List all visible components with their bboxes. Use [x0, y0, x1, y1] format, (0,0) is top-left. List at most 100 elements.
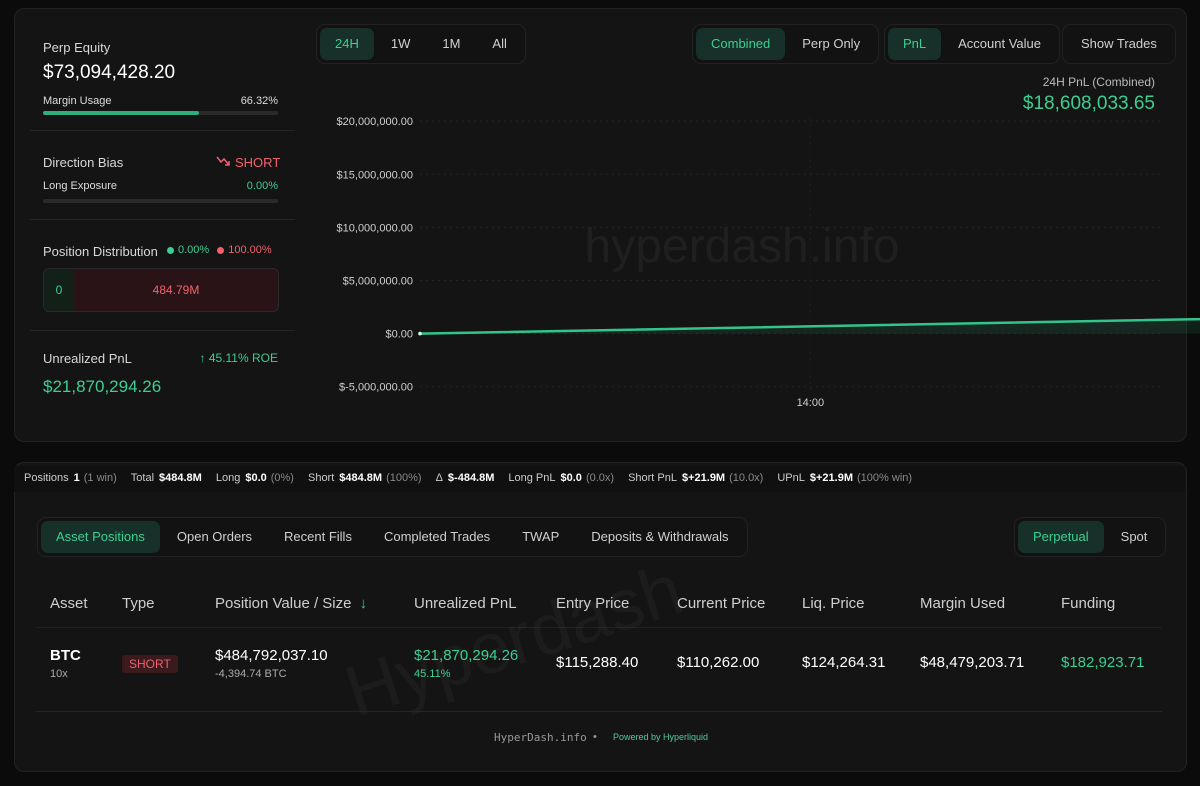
toggle-button[interactable]: Asset Positions: [41, 521, 160, 553]
vertex-dot: [418, 331, 422, 336]
toggle-button[interactable]: Perp Only: [802, 36, 861, 51]
margin-fill: [43, 111, 199, 115]
stat: UPnL $+21.9M (100% win): [777, 472, 912, 484]
x-tick-label: 14:00: [797, 397, 825, 409]
stat-label: Positions: [24, 472, 69, 484]
cell-text: $484,792,037.10: [215, 647, 328, 664]
cell-sub: 45.11%: [414, 668, 451, 680]
stat-value: $0.0: [245, 472, 267, 484]
roe: ↑ 45.11% ROE: [199, 351, 279, 365]
stat-note: (10.0x): [729, 472, 764, 484]
cell-text: SHORT: [122, 655, 178, 673]
toggle-button[interactable]: 1M: [442, 36, 461, 51]
column-header: Liq. Price: [802, 595, 865, 612]
upnl: $21,870,294.26: [43, 377, 162, 396]
stat-value: 1: [73, 472, 80, 484]
long-segment: 0: [44, 269, 74, 311]
stat-value: $+21.9M: [681, 472, 726, 484]
toggle-button[interactable]: Completed Trades: [383, 529, 491, 544]
margin-value: 66.32%: [240, 95, 278, 107]
market-group: Perpetual Spot: [1014, 517, 1167, 557]
direction: SHORT: [235, 155, 281, 170]
cell-sub: 10x: [50, 668, 68, 680]
chart-title: 24H PnL (Combined): [1042, 75, 1155, 89]
toggle-button[interactable]: TWAP: [522, 529, 560, 544]
y-tick-label: $5,000,000.00: [343, 275, 413, 287]
show-trades-button[interactable]: Show Trades: [1081, 36, 1157, 51]
toggle-button[interactable]: 1W: [390, 36, 411, 51]
stat-value: $+21.9M: [809, 472, 854, 484]
toggle-button[interactable]: 24H: [320, 28, 374, 60]
stat-label: Long PnL: [508, 472, 556, 484]
column-header: Asset: [50, 595, 88, 612]
stat-value: $484.8M: [339, 472, 383, 484]
column-header: Entry Price: [556, 595, 630, 612]
toggle-button[interactable]: Combined: [696, 28, 786, 60]
toggle-button[interactable]: Deposits & Withdrawals: [591, 529, 729, 544]
footer-site: HyperDash.info: [494, 731, 587, 744]
toggle-button[interactable]: Recent Fills: [284, 529, 352, 544]
upnl-label: Unrealized PnL: [43, 351, 132, 366]
long-exposure-track: [43, 199, 278, 203]
bottom-panel: [14, 462, 1187, 772]
tab-group: Asset Positions Open Orders Recent Fills Co…: [37, 517, 748, 557]
y-tick-label: $20,000,000.00: [337, 116, 413, 128]
column-header: Unrealized PnL: [414, 595, 517, 612]
separator: [30, 219, 295, 220]
column-header: Position Value / Size ↓: [215, 595, 367, 612]
stat-note: (0.0x): [585, 472, 615, 484]
stat-note: (100%): [386, 472, 422, 484]
distribution-legend: 0.00% 100.00%: [167, 244, 272, 256]
top-panel: [14, 8, 1187, 442]
stat: Short $484.8M (100%): [308, 472, 422, 484]
stats-bar: Positions 1 (1 win) Total $484.8M Long $0.0 (0%…: [24, 472, 912, 484]
column-header: Funding: [1061, 595, 1116, 612]
toggle-button[interactable]: Account Value: [958, 36, 1042, 51]
stat-label: Short: [307, 472, 335, 484]
margin-label: Margin Usage: [43, 95, 112, 107]
stat-value: $0.0: [560, 472, 582, 484]
separator: [30, 130, 295, 131]
toggle-button[interactable]: PnL: [888, 28, 942, 60]
stat-label: UPnL: [777, 472, 805, 484]
stat: Short PnL $+21.9M (10.0x): [628, 472, 763, 484]
cell-text: $182,923.71: [1061, 654, 1145, 671]
show-trades-group: Show Trades: [1062, 24, 1176, 64]
cell-text: $48,479,203.71: [920, 654, 1025, 671]
stats-bar-bg: [14, 466, 1185, 492]
stat-label: Short PnL: [628, 472, 677, 484]
chart-headline: $18,608,033.65: [1022, 93, 1155, 114]
long-pct: 0.00%: [178, 244, 210, 256]
distribution-bar: 0 484.79M: [43, 268, 279, 312]
separator: [30, 330, 295, 331]
trend-down-icon: [216, 156, 230, 166]
margin-track: [43, 111, 278, 115]
column-header: Type: [122, 595, 155, 612]
long-exposure-value: 0.00%: [246, 180, 278, 192]
direction-label: Direction Bias: [43, 155, 124, 170]
short-pct: 100.00%: [228, 244, 272, 256]
cell-text: $124,264.31: [802, 654, 886, 671]
stat-label: Total: [130, 472, 155, 484]
separator: [36, 711, 1162, 712]
y-tick-label: $10,000,000.00: [337, 222, 413, 234]
toggle-button[interactable]: All: [492, 36, 507, 51]
short-segment: 484.79M: [74, 269, 278, 311]
cell-text: $110,262.00: [677, 654, 760, 671]
footer-dot: •: [593, 731, 597, 743]
equity-label: Perp Equity: [43, 40, 111, 55]
stat-note: (1 win): [83, 472, 117, 484]
distribution-label: Position Distribution: [43, 244, 158, 259]
toggle-button[interactable]: Open Orders: [176, 529, 253, 544]
toggle-button[interactable]: Perpetual: [1018, 521, 1104, 553]
stat: Long PnL $0.0 (0.0x): [508, 472, 614, 484]
stat: Total $484.8M: [131, 472, 202, 484]
column-header: Current Price: [677, 595, 766, 612]
stat: Δ $-484.8M: [436, 472, 495, 484]
cell-text: $21,870,294.26: [414, 647, 519, 664]
y-tick-label: $15,000,000.00: [337, 169, 413, 181]
cell-text: BTC: [50, 647, 81, 664]
stat-label: Δ: [435, 472, 443, 484]
stat-note: (100% win): [857, 472, 913, 484]
toggle-button[interactable]: Spot: [1120, 529, 1148, 544]
